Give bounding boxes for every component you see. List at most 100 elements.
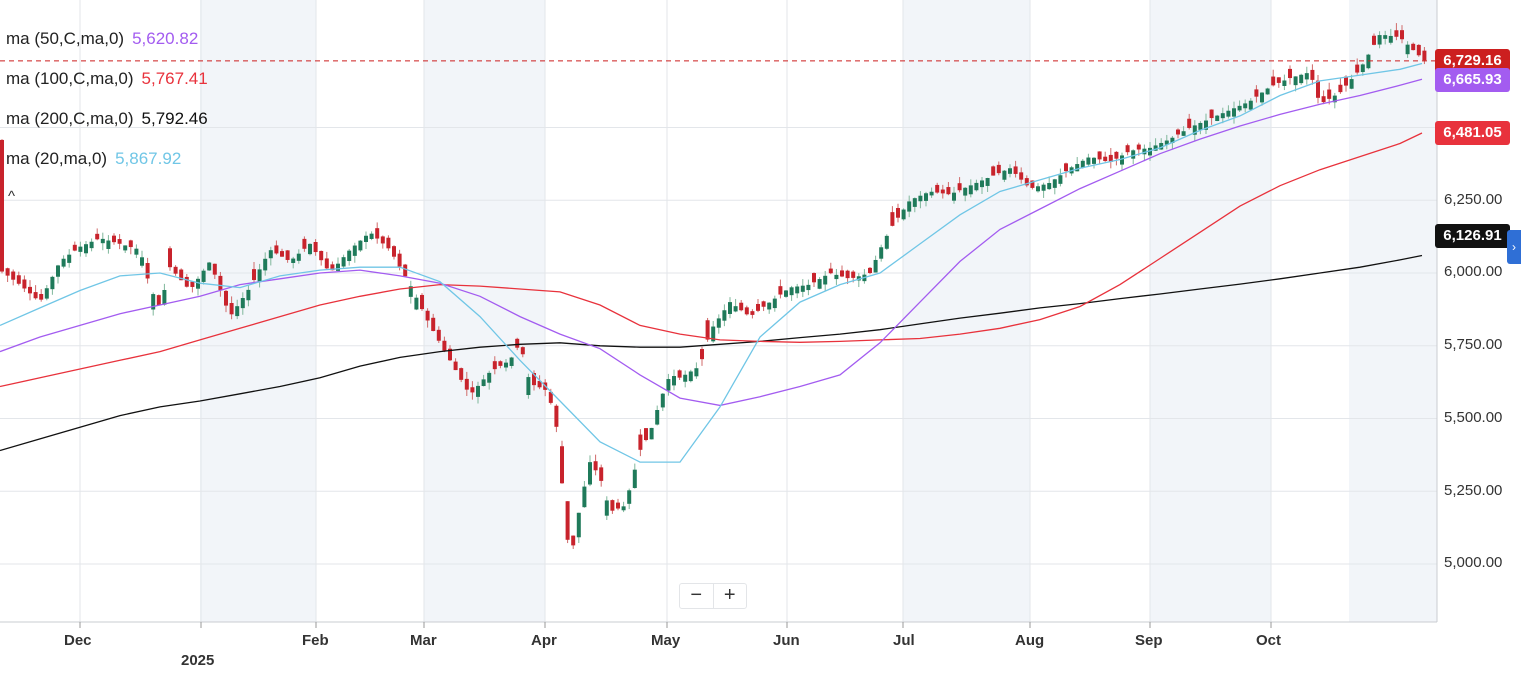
- ma200-last-tag: 6,126.91: [1435, 224, 1510, 248]
- candle-up: [1383, 35, 1388, 39]
- candle-up: [1282, 80, 1287, 86]
- candle-down: [375, 228, 380, 239]
- x-tick-label: Jun: [773, 632, 800, 649]
- candle-down: [940, 189, 945, 194]
- legend-value-ma200: 5,792.46: [141, 109, 208, 128]
- y-tick-label: 5,250.00: [1444, 482, 1503, 499]
- candle-up: [481, 379, 486, 387]
- candle-down: [548, 391, 553, 403]
- candle-down: [851, 271, 856, 278]
- month-band: [1150, 0, 1271, 622]
- y-tick-label: 6,250.00: [1444, 191, 1503, 208]
- legend-value-ma100: 5,767.41: [141, 69, 208, 88]
- x-tick-label: Dec: [64, 632, 92, 649]
- collapse-legend-icon[interactable]: ^: [8, 188, 16, 205]
- legend-row-ma100[interactable]: ma (100,C,ma,0) 5,767.41: [6, 67, 208, 107]
- candle-down: [1400, 30, 1404, 40]
- candle-up: [140, 257, 144, 266]
- candle-up: [240, 298, 245, 309]
- candle-up: [257, 269, 262, 282]
- candle-up: [767, 302, 772, 310]
- candle-down: [1276, 77, 1281, 83]
- candle-up: [67, 254, 72, 263]
- x-tick-label: Feb: [302, 632, 329, 649]
- candle-down: [565, 501, 570, 540]
- candle-up: [341, 257, 346, 267]
- candle-down: [1422, 50, 1427, 61]
- legend-row-ma200[interactable]: ma (200,C,ma,0) 5,792.46: [6, 107, 208, 147]
- candle-up: [1260, 92, 1264, 103]
- candle-up: [772, 298, 777, 309]
- candle-down: [39, 294, 44, 300]
- candle-down: [991, 166, 996, 176]
- ma50-last-tag: 6,665.93: [1435, 68, 1510, 92]
- candle-down: [22, 279, 27, 289]
- candle-down: [1394, 30, 1399, 37]
- y-tick-label: 6,000.00: [1444, 263, 1503, 280]
- candle-down: [868, 267, 872, 273]
- candle-up: [912, 198, 917, 207]
- candle-down: [425, 310, 430, 321]
- candle-up: [963, 187, 968, 196]
- candle-down: [436, 329, 441, 341]
- candle-down: [392, 246, 396, 257]
- candle-up: [918, 195, 923, 202]
- candle-down: [448, 348, 452, 361]
- candle-down: [957, 183, 962, 191]
- candle-up: [84, 244, 88, 254]
- zoom-in-button[interactable]: +: [723, 584, 736, 606]
- candle-down: [173, 266, 178, 274]
- legend-label-ma200: ma (200,C,ma,0): [6, 109, 134, 128]
- month-band: [903, 0, 1030, 622]
- candle-down: [1136, 144, 1141, 150]
- candle-down: [386, 237, 391, 249]
- candle-up: [1299, 74, 1304, 84]
- candle-up: [268, 250, 273, 259]
- candle-up: [364, 235, 368, 243]
- candle-down: [252, 269, 256, 280]
- candle-up: [1360, 64, 1365, 73]
- candle-down: [1411, 43, 1416, 51]
- candle-up: [100, 238, 105, 244]
- candle-down: [935, 184, 940, 193]
- candle-up: [1086, 157, 1091, 165]
- candle-up: [924, 193, 928, 201]
- candle-down: [285, 250, 290, 260]
- candle-up: [1181, 131, 1186, 136]
- candle-down: [610, 500, 615, 511]
- candle-down: [1344, 76, 1348, 86]
- candle-up: [1170, 137, 1175, 144]
- candle-up: [50, 276, 55, 290]
- x-tick-label: 2025: [181, 652, 215, 669]
- candle-down: [890, 212, 895, 226]
- zoom-out-button[interactable]: −: [680, 584, 714, 608]
- candle-up: [504, 362, 508, 368]
- candle-up: [694, 368, 699, 377]
- legend-row-ma50[interactable]: ma (50,C,ma,0) 5,620.82: [6, 27, 208, 67]
- candle-up: [834, 274, 839, 280]
- candle-up: [1092, 157, 1096, 164]
- candle-up: [660, 393, 665, 408]
- candle-up: [235, 306, 240, 317]
- side-panel-handle-icon[interactable]: ›: [1507, 230, 1521, 264]
- candle-down: [1316, 80, 1320, 98]
- candle-up: [655, 410, 660, 425]
- candle-down: [464, 378, 469, 390]
- candle-up: [632, 469, 637, 488]
- candle-up: [61, 258, 66, 267]
- candle-up: [627, 490, 632, 504]
- candle-up: [308, 243, 312, 255]
- candle-down: [840, 270, 844, 277]
- indicator-legend: ma (50,C,ma,0) 5,620.82 ma (100,C,ma,0) 5,…: [6, 27, 208, 187]
- candle-down: [117, 239, 122, 244]
- candle-up: [207, 262, 212, 271]
- ma20-line: [0, 62, 1423, 463]
- candle-down: [778, 286, 783, 295]
- candle-up: [56, 265, 60, 277]
- candle-up: [352, 245, 357, 256]
- candle-up: [588, 462, 592, 485]
- legend-row-ma20[interactable]: ma (20,ma,0) 5,867.92: [6, 147, 208, 187]
- candle-up: [1349, 79, 1354, 89]
